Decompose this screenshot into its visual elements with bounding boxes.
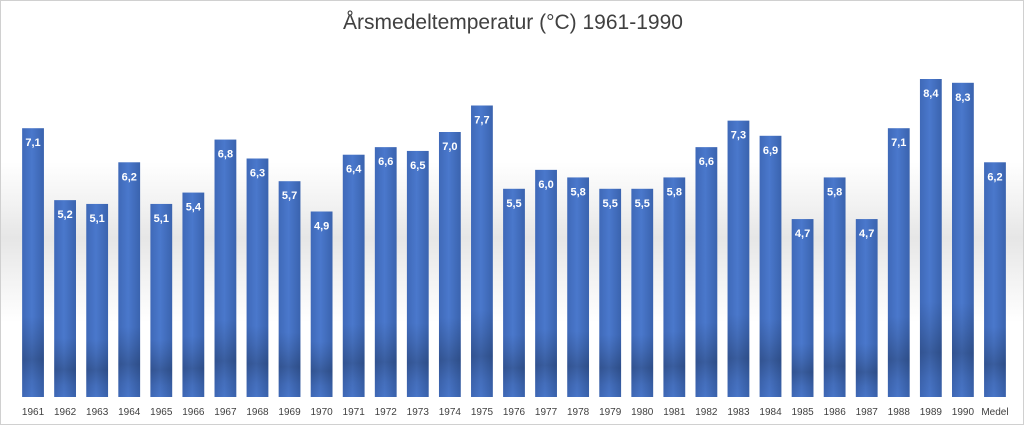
bar-shade-1962	[54, 200, 76, 397]
value-label-1963: 5,1	[90, 213, 105, 225]
bar-shade-1963	[86, 203, 109, 397]
value-label-1984: 6,9	[763, 145, 778, 157]
value-label-1970: 4,9	[314, 221, 329, 233]
x-tick-label-1984: 1984	[759, 407, 782, 418]
value-label-1988: 7,1	[891, 137, 906, 149]
value-label-1961: 7,1	[25, 137, 40, 149]
value-label-1971: 6,4	[346, 164, 362, 176]
value-label-1983: 7,3	[731, 130, 746, 142]
value-label-1966: 5,4	[186, 202, 202, 214]
bar-shade-1977	[535, 169, 557, 397]
chart-title: Årsmedeltemperatur (°C) 1961-1990	[343, 11, 683, 34]
x-tick-label-1979: 1979	[599, 407, 622, 418]
value-label-1976: 5,5	[506, 198, 521, 210]
value-label-1973: 6,5	[410, 160, 425, 172]
bar-shade-1989	[919, 79, 942, 397]
x-tick-label-1969: 1969	[278, 407, 301, 418]
value-label-1972: 6,6	[378, 156, 393, 168]
bar-shade-1986	[823, 177, 846, 397]
value-label-1981: 5,8	[667, 186, 682, 198]
bar-shade-1966	[182, 192, 205, 397]
x-tick-label-1975: 1975	[471, 407, 494, 418]
x-tick-label-1966: 1966	[182, 407, 205, 418]
bar-shade-1975	[471, 105, 493, 397]
x-tick-label-1988: 1988	[888, 407, 911, 418]
bar-shade-1976	[503, 188, 525, 397]
x-tick-label-Medel: Medel	[981, 407, 1008, 418]
bar-shade-1974	[438, 132, 461, 397]
x-tick-label-1980: 1980	[631, 407, 654, 418]
value-label-1986: 5,8	[827, 186, 842, 198]
bar-shade-1961	[22, 128, 44, 397]
value-label-1989: 8,4	[923, 88, 939, 100]
bar-shade-1971	[342, 154, 365, 397]
bar-shade-1964	[118, 162, 141, 397]
x-tick-label-1985: 1985	[791, 407, 814, 418]
bar-shade-1969	[278, 181, 301, 397]
bars-layer	[22, 79, 1006, 398]
value-label-1965: 5,1	[154, 213, 169, 225]
value-label-1982: 6,6	[699, 156, 714, 168]
bar-shade-1968	[246, 158, 269, 397]
bar-shade-1967	[214, 139, 237, 397]
bar-shade-1982	[695, 147, 718, 397]
bar-shade-Medel	[984, 162, 1006, 397]
value-label-1990: 8,3	[955, 92, 970, 104]
x-tick-label-1968: 1968	[246, 407, 269, 418]
value-label-1974: 7,0	[442, 141, 457, 153]
bar-shade-1988	[887, 128, 910, 397]
value-label-1979: 5,5	[603, 198, 618, 210]
value-label-Medel: 6,2	[987, 171, 1002, 183]
bar-shade-1983	[727, 120, 750, 397]
value-label-1969: 5,7	[282, 190, 297, 202]
bar-shade-1970	[310, 211, 333, 397]
value-label-1980: 5,5	[635, 198, 650, 210]
x-tick-label-1963: 1963	[86, 407, 109, 418]
x-tick-label-1977: 1977	[535, 407, 558, 418]
value-label-1977: 6,0	[538, 179, 553, 191]
value-label-1978: 5,8	[570, 186, 585, 198]
bar-shade-1984	[759, 135, 782, 398]
bar-shade-1973	[406, 150, 429, 397]
x-tick-label-1990: 1990	[952, 407, 975, 418]
value-labels-layer: 7,1 5,2 5,1 6,2 5,1 5,4 6,8 6,3 5,7 4,9 6,4 6,6 6,5 7…	[25, 88, 1002, 240]
x-tick-label-1987: 1987	[856, 407, 879, 418]
x-tick-label-1974: 1974	[439, 407, 462, 418]
x-tick-label-1964: 1964	[118, 407, 141, 418]
bar-shade-1972	[374, 147, 397, 397]
value-label-1964: 6,2	[122, 171, 137, 183]
bar-shade-1980	[631, 188, 654, 397]
x-tick-label-1978: 1978	[567, 407, 590, 418]
x-tick-label-1972: 1972	[375, 407, 398, 418]
x-tick-label-1982: 1982	[695, 407, 718, 418]
x-tick-label-1971: 1971	[343, 407, 366, 418]
x-tick-label-1962: 1962	[54, 407, 77, 418]
bar-shade-1990	[952, 82, 974, 397]
value-label-1962: 5,2	[57, 209, 72, 221]
bar-shade-1987	[855, 219, 878, 397]
x-tick-label-1973: 1973	[407, 407, 430, 418]
x-axis-ticks: 1961 1962 1963 1964 1965 1966 1967 1968 1969 1970…	[22, 407, 1009, 418]
bar-shade-1965	[150, 203, 173, 397]
x-tick-label-1967: 1967	[214, 407, 237, 418]
bar-shade-1979	[599, 188, 622, 397]
value-label-1968: 6,3	[250, 168, 265, 180]
x-tick-label-1965: 1965	[150, 407, 173, 418]
x-tick-label-1976: 1976	[503, 407, 526, 418]
bar-shade-1978	[567, 177, 590, 397]
value-label-1975: 7,7	[474, 115, 489, 127]
x-tick-label-1989: 1989	[920, 407, 943, 418]
value-label-1987: 4,7	[859, 228, 874, 240]
x-tick-label-1981: 1981	[663, 407, 686, 418]
value-label-1985: 4,7	[795, 228, 810, 240]
value-label-1967: 6,8	[218, 149, 233, 161]
bar-shade-1985	[791, 219, 814, 397]
x-tick-label-1970: 1970	[310, 407, 333, 418]
x-tick-label-1986: 1986	[824, 407, 847, 418]
bar-shade-1981	[663, 177, 686, 397]
x-tick-label-1983: 1983	[727, 407, 750, 418]
x-tick-label-1961: 1961	[22, 407, 45, 418]
